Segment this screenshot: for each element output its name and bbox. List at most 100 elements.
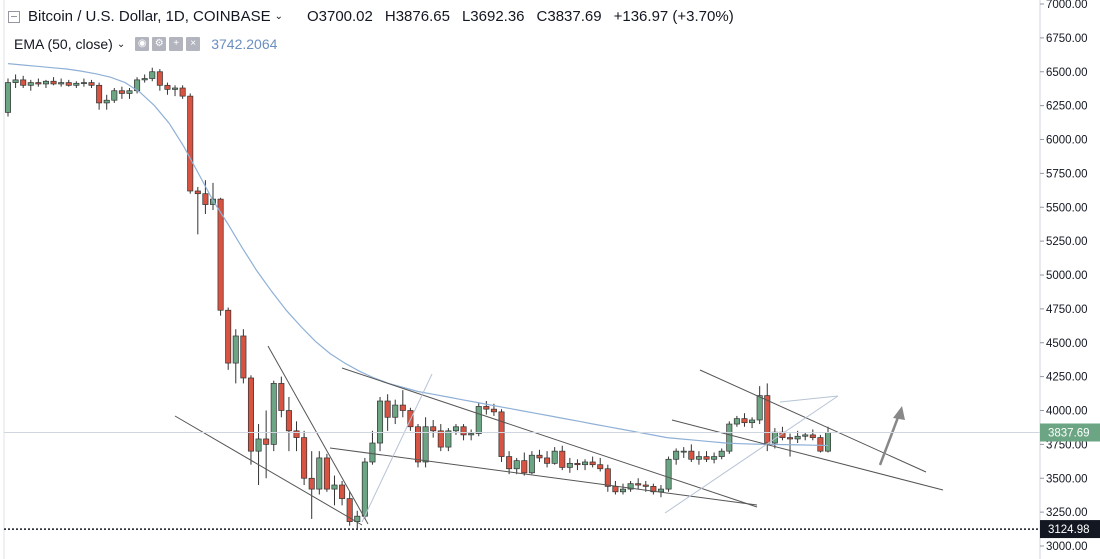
- candle-up[interactable]: [141, 78, 148, 81]
- candle-down[interactable]: [809, 434, 816, 438]
- candle-up[interactable]: [103, 99, 110, 104]
- candle-down[interactable]: [817, 437, 824, 452]
- settings-icon[interactable]: ⚙: [152, 37, 167, 51]
- candle-down[interactable]: [65, 82, 72, 86]
- chevron-down-icon[interactable]: ⌄: [116, 38, 126, 50]
- candle-down[interactable]: [642, 484, 649, 487]
- candle-down[interactable]: [217, 198, 224, 311]
- candle-down[interactable]: [285, 410, 292, 432]
- candle-down[interactable]: [483, 406, 490, 410]
- trendline[interactable]: [329, 447, 758, 506]
- candle-up[interactable]: [551, 450, 558, 464]
- eye-icon[interactable]: ◉: [135, 37, 150, 51]
- candle-down[interactable]: [521, 460, 528, 474]
- candle-down[interactable]: [293, 430, 300, 438]
- candle-up[interactable]: [627, 483, 634, 490]
- candle-up[interactable]: [111, 90, 118, 101]
- candle-down[interactable]: [179, 87, 186, 97]
- candle-down[interactable]: [323, 457, 330, 490]
- candle-up[interactable]: [680, 450, 687, 453]
- candle-down[interactable]: [437, 430, 444, 448]
- candle-down[interactable]: [194, 190, 201, 195]
- candle-down[interactable]: [741, 418, 748, 424]
- candle-down[interactable]: [589, 461, 596, 466]
- candle-up[interactable]: [270, 383, 277, 445]
- candle-up[interactable]: [665, 458, 672, 490]
- candle-up[interactable]: [695, 456, 702, 460]
- candle-down[interactable]: [50, 80, 57, 85]
- trend-arrow[interactable]: [878, 411, 902, 466]
- candle-up[interactable]: [673, 450, 680, 460]
- candle-down[interactable]: [35, 82, 42, 85]
- candle-up[interactable]: [126, 90, 133, 94]
- candle-down[interactable]: [384, 400, 391, 418]
- candle-down[interactable]: [96, 84, 103, 104]
- candle-down[interactable]: [764, 395, 771, 444]
- candle-up[interactable]: [209, 198, 217, 205]
- plus-icon[interactable]: +: [169, 37, 184, 51]
- candle-down[interactable]: [688, 450, 695, 460]
- candle-up[interactable]: [528, 454, 535, 474]
- candle-down[interactable]: [414, 426, 422, 463]
- candle-down[interactable]: [604, 468, 611, 487]
- candle-up[interactable]: [377, 400, 384, 444]
- candle-down[interactable]: [346, 498, 353, 522]
- candle-down[interactable]: [240, 335, 247, 379]
- candle-down[interactable]: [187, 95, 194, 192]
- candle-down[interactable]: [498, 411, 505, 457]
- candle-down[interactable]: [339, 484, 346, 499]
- candle-down[interactable]: [430, 426, 437, 432]
- candle-up[interactable]: [361, 461, 368, 517]
- symbol-title[interactable]: Bitcoin / U.S. Dollar, 1D, COINBASE: [28, 8, 271, 25]
- candle-up[interactable]: [4, 82, 12, 113]
- candle-up[interactable]: [392, 404, 399, 418]
- trendline[interactable]: [664, 395, 839, 514]
- candle-down[interactable]: [490, 408, 497, 413]
- candle-down[interactable]: [156, 71, 163, 86]
- candle-up[interactable]: [718, 450, 725, 457]
- candle-up[interactable]: [824, 432, 832, 452]
- candle-up[interactable]: [331, 484, 338, 490]
- candle-up[interactable]: [58, 82, 65, 85]
- candle-up[interactable]: [749, 419, 756, 424]
- candle-up[interactable]: [452, 426, 459, 432]
- candle-down[interactable]: [20, 79, 27, 86]
- candle-down[interactable]: [460, 426, 467, 436]
- candle-up[interactable]: [582, 461, 589, 466]
- candle-up[interactable]: [172, 87, 179, 90]
- trendline[interactable]: [341, 367, 758, 508]
- candle-down[interactable]: [118, 90, 125, 94]
- candle-up[interactable]: [794, 435, 801, 440]
- candle-up[interactable]: [756, 395, 763, 421]
- candle-up[interactable]: [255, 438, 262, 452]
- candle-up[interactable]: [42, 80, 49, 85]
- candle-up[interactable]: [149, 71, 156, 79]
- collapse-icon[interactable]: [8, 10, 20, 23]
- candle-down[interactable]: [308, 477, 315, 490]
- candle-down[interactable]: [399, 404, 406, 411]
- candle-up[interactable]: [726, 423, 733, 452]
- candle-down[interactable]: [574, 462, 581, 466]
- trendline[interactable]: [699, 369, 927, 473]
- chevron-down-icon[interactable]: ⌄: [274, 11, 283, 22]
- candle-up[interactable]: [80, 82, 87, 84]
- candle-up[interactable]: [711, 456, 718, 460]
- candle-down[interactable]: [544, 457, 551, 464]
- candle-down[interactable]: [559, 450, 566, 468]
- candle-down[interactable]: [597, 464, 604, 470]
- candle-down[interactable]: [635, 483, 642, 486]
- candle-up[interactable]: [733, 418, 740, 425]
- trendline[interactable]: [779, 395, 839, 403]
- candle-down[interactable]: [88, 82, 95, 86]
- candle-down[interactable]: [247, 377, 254, 452]
- candle-up[interactable]: [422, 426, 429, 463]
- trendline[interactable]: [361, 373, 433, 523]
- candle-down[interactable]: [536, 454, 543, 459]
- trendline[interactable]: [174, 415, 363, 526]
- trendline[interactable]: [267, 345, 369, 525]
- candle-up[interactable]: [369, 442, 376, 463]
- candle-down[interactable]: [301, 437, 308, 479]
- candle-up[interactable]: [802, 434, 809, 437]
- candle-up[interactable]: [232, 335, 239, 364]
